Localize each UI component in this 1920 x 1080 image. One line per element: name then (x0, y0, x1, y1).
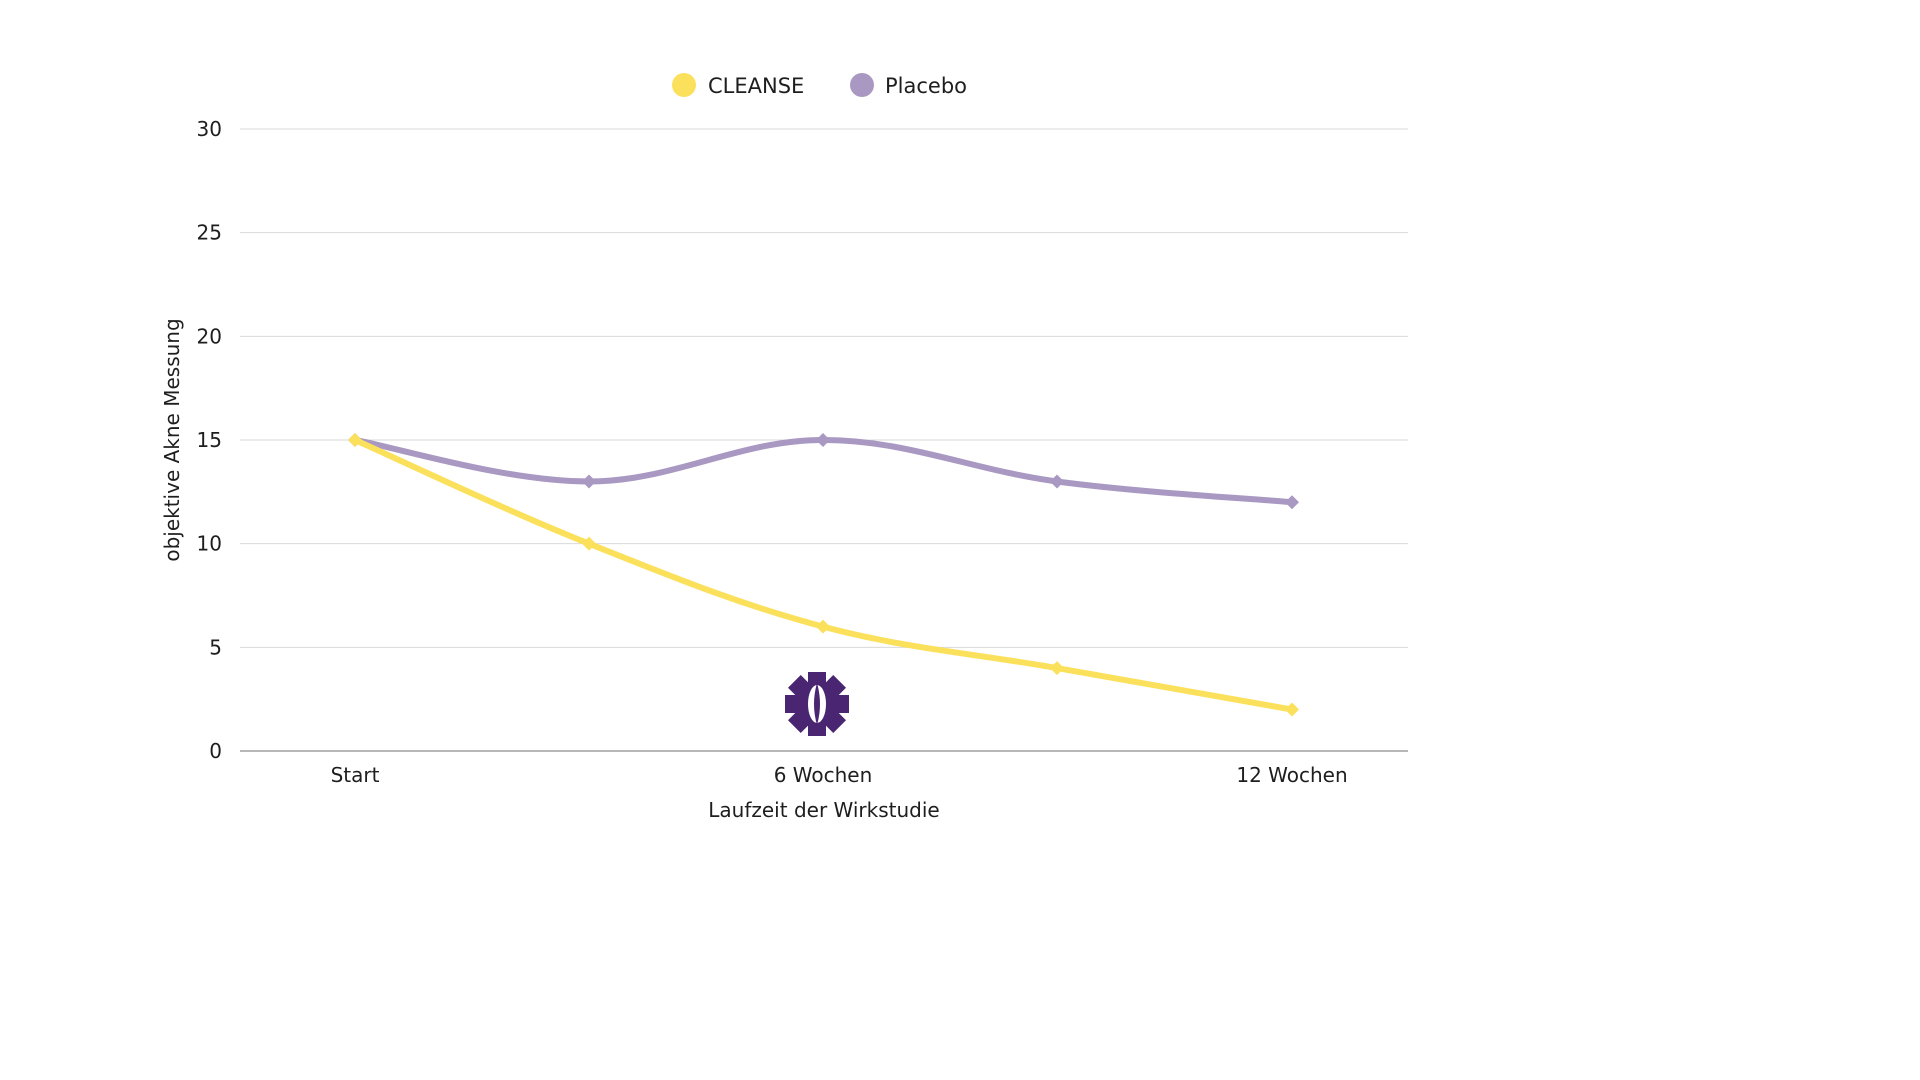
x-axis-ticks: Start 6 Wochen 12 Wochen (331, 763, 1348, 787)
purple-gear-logo-icon (785, 672, 849, 736)
y-axis-ticks: 0 5 10 15 20 25 30 (197, 117, 222, 763)
series-line-placebo (352, 437, 1295, 506)
data-point-placebo (582, 474, 596, 489)
legend-label: Placebo (885, 74, 967, 98)
data-point-cleanse (816, 619, 830, 634)
y-tick-label: 30 (197, 117, 222, 141)
data-point-cleanse (1285, 702, 1299, 717)
x-tick-label: Start (331, 763, 380, 787)
y-tick-label: 15 (197, 428, 222, 452)
series-cleanse (348, 433, 1299, 717)
series-line-cleanse (352, 437, 1295, 713)
x-tick-label: 6 Wochen (774, 763, 873, 787)
y-tick-label: 0 (209, 739, 222, 763)
legend-item-placebo: Placebo (850, 73, 967, 98)
line-chart: CLEANSE Placebo 0 5 10 15 20 25 30 Start 6 Woche… (160, 73, 1408, 822)
data-point-cleanse (582, 536, 596, 551)
x-axis-title: Laufzeit der Wirkstudie (708, 798, 939, 822)
legend-item-cleanse: CLEANSE (672, 73, 804, 98)
data-point-placebo (816, 433, 830, 447)
legend-swatch (850, 73, 874, 97)
data-point-cleanse (1050, 661, 1064, 676)
y-axis-title: objektive Akne Messung (160, 318, 184, 561)
grid-lines (240, 128, 1408, 752)
legend: CLEANSE Placebo (672, 73, 967, 98)
y-tick-label: 20 (197, 324, 222, 348)
x-tick-label: 12 Wochen (1236, 763, 1347, 787)
data-point-cleanse (348, 433, 362, 447)
y-tick-label: 5 (209, 635, 222, 659)
legend-label: CLEANSE (708, 74, 804, 98)
series-placebo (348, 433, 1299, 510)
y-tick-label: 10 (197, 532, 222, 556)
legend-swatch (672, 73, 696, 97)
y-tick-label: 25 (197, 221, 222, 245)
data-point-placebo (1050, 474, 1064, 489)
data-point-placebo (1285, 495, 1299, 510)
series-group (348, 433, 1299, 717)
